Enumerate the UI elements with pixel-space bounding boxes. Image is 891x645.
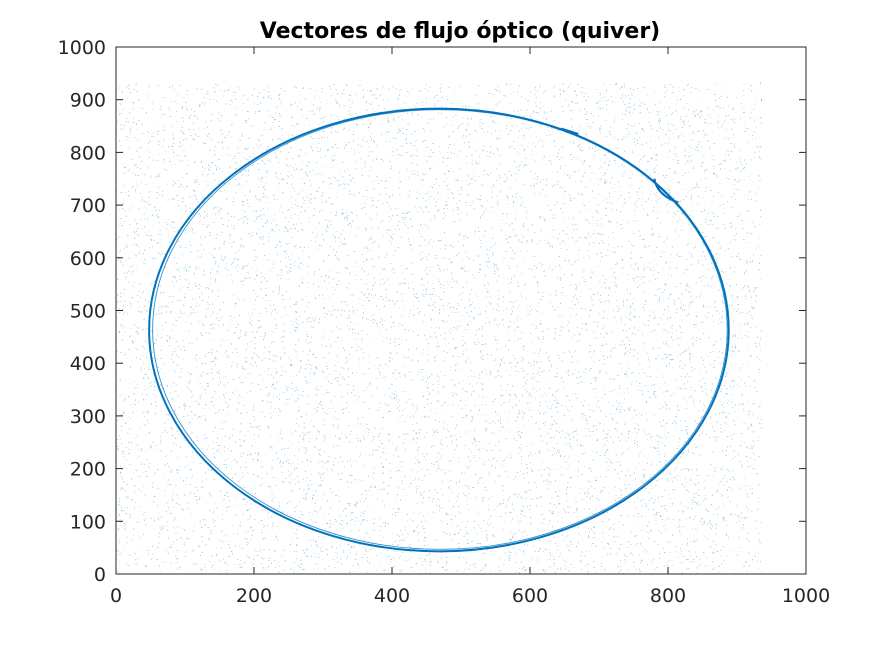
y-tick-label: 100 (70, 511, 106, 533)
x-tick-label: 600 (512, 585, 548, 607)
y-tick-label: 900 (70, 90, 106, 112)
x-axis: 0 200 400 600 800 1000 (110, 47, 830, 607)
x-tick-label: 800 (650, 585, 686, 607)
y-tick-label: 500 (70, 301, 106, 323)
quiver-noise-vectors (116, 82, 763, 574)
y-tick-label: 600 (70, 248, 106, 270)
x-tick-label: 0 (110, 585, 122, 607)
x-tick-label: 200 (236, 585, 272, 607)
ellipse-distortion-mark (653, 178, 679, 204)
y-tick-label: 1000 (58, 37, 106, 59)
ellipse-distortion-mark-top (560, 127, 579, 136)
y-tick-label: 400 (70, 353, 106, 375)
y-tick-label: 0 (94, 564, 106, 586)
y-tick-label: 200 (70, 459, 106, 481)
quiver-ellipse-ring (148, 107, 730, 553)
y-axis: 0 100 200 300 400 500 600 700 800 900 1000 (58, 37, 806, 586)
quiver-noise-field (116, 82, 763, 574)
plot-area (116, 82, 763, 574)
x-tick-label: 1000 (782, 585, 830, 607)
y-tick-label: 800 (70, 142, 106, 164)
ellipse-ring-outer (148, 107, 730, 553)
y-tick-label: 700 (70, 195, 106, 217)
chart-title: Vectores de flujo óptico (quiver) (260, 19, 660, 44)
y-tick-label: 300 (70, 406, 106, 428)
ellipse-ring-inner (152, 109, 728, 550)
x-tick-label: 400 (374, 585, 410, 607)
